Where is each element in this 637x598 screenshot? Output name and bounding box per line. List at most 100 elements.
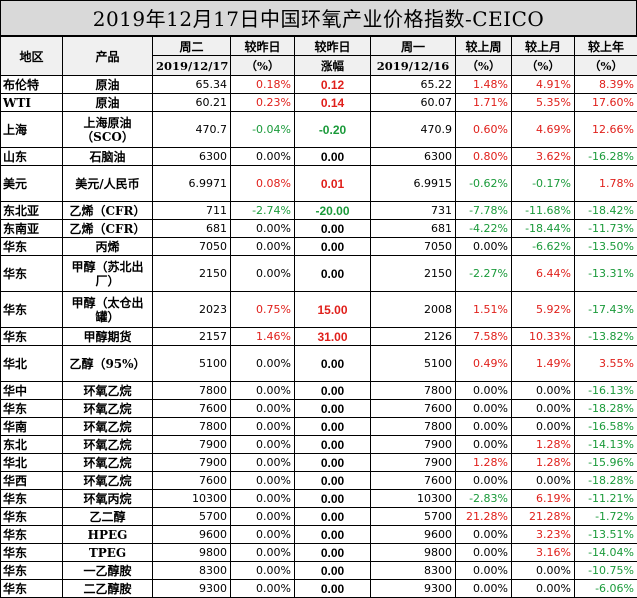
vs-last-year-cell: -13.51%: [575, 526, 637, 544]
header-mon: 周一: [371, 37, 456, 56]
header-vs-last-week-unit: （%）: [456, 56, 512, 76]
vs-last-month-cell: 0.00%: [512, 562, 575, 580]
vs-last-month-cell: 21.28%: [512, 508, 575, 526]
vs-last-week-cell: -7.78%: [456, 202, 512, 220]
product-cell: 环氧乙烷: [63, 400, 153, 418]
vs-last-week-cell: 0.00%: [456, 544, 512, 562]
vs-yesterday-pct-cell: 0.00%: [231, 436, 295, 454]
region-cell: 华东: [1, 526, 63, 544]
vs-yesterday-pct-cell: 0.00%: [231, 256, 295, 292]
tue-price-cell: 6300: [153, 148, 231, 166]
region-cell: 华北: [1, 346, 63, 382]
vs-yesterday-pct-cell: 0.08%: [231, 166, 295, 202]
vs-yesterday-pct-cell: 0.00%: [231, 418, 295, 436]
vs-last-week-cell: 1.71%: [456, 94, 512, 112]
vs-last-month-cell: 3.23%: [512, 526, 575, 544]
vs-last-week-cell: 7.58%: [456, 328, 512, 346]
product-cell: 原油: [63, 94, 153, 112]
vs-yesterday-pct-cell: 0.18%: [231, 76, 295, 94]
tue-price-cell: 2023: [153, 292, 231, 328]
vs-last-month-cell: 0.00%: [512, 382, 575, 400]
vs-last-year-cell: -14.04%: [575, 544, 637, 562]
region-cell: 华东: [1, 562, 63, 580]
mon-price-cell: 7600: [371, 472, 456, 490]
vs-last-week-cell: 0.00%: [456, 436, 512, 454]
vs-last-month-cell: 6.44%: [512, 256, 575, 292]
header-vs-yesterday: 较昨日: [231, 37, 295, 56]
product-cell: 原油: [63, 76, 153, 94]
vs-yesterday-pct-cell: 0.00%: [231, 238, 295, 256]
vs-last-week-cell: 21.28%: [456, 508, 512, 526]
region-cell: 华东: [1, 400, 63, 418]
mon-price-cell: 5700: [371, 508, 456, 526]
header-change: 涨幅: [295, 56, 371, 76]
header-region: 地区: [1, 37, 63, 76]
tue-price-cell: 9800: [153, 544, 231, 562]
product-cell: HPEG: [63, 526, 153, 544]
mon-price-cell: 7050: [371, 238, 456, 256]
region-cell: 华东: [1, 238, 63, 256]
change-cell: 0.00: [295, 220, 371, 238]
mon-price-cell: 7800: [371, 382, 456, 400]
vs-last-week-cell: 0.00%: [456, 526, 512, 544]
mon-price-cell: 9300: [371, 580, 456, 598]
change-cell: 0.00: [295, 148, 371, 166]
tue-price-cell: 470.7: [153, 112, 231, 148]
vs-last-year-cell: -16.28%: [575, 148, 637, 166]
vs-yesterday-pct-cell: -0.04%: [231, 112, 295, 148]
product-cell: 甲醇（太仓出罐）: [63, 292, 153, 328]
change-cell: 0.00: [295, 418, 371, 436]
product-cell: 环氧乙烷: [63, 418, 153, 436]
vs-last-week-cell: 0.00%: [456, 472, 512, 490]
vs-last-year-cell: 12.66%: [575, 112, 637, 148]
header-vs-last-month-unit: （%）: [512, 56, 575, 76]
product-cell: 乙二醇: [63, 508, 153, 526]
vs-last-year-cell: 8.39%: [575, 76, 637, 94]
product-cell: 环氧丙烷: [63, 490, 153, 508]
change-cell: 0.00: [295, 400, 371, 418]
product-cell: 美元/人民币: [63, 166, 153, 202]
vs-last-week-cell: 0.00%: [456, 238, 512, 256]
tue-price-cell: 65.34: [153, 76, 231, 94]
product-cell: TPEG: [63, 544, 153, 562]
tue-price-cell: 7800: [153, 382, 231, 400]
change-cell: 0.00: [295, 526, 371, 544]
mon-price-cell: 9800: [371, 544, 456, 562]
region-cell: 华南: [1, 418, 63, 436]
header-tue-date: 2019/12/17: [153, 56, 231, 76]
vs-last-year-cell: -18.28%: [575, 472, 637, 490]
vs-last-week-cell: 0.00%: [456, 400, 512, 418]
vs-last-month-cell: -18.44%: [512, 220, 575, 238]
tue-price-cell: 7900: [153, 436, 231, 454]
vs-yesterday-pct-cell: -2.74%: [231, 202, 295, 220]
tue-price-cell: 7050: [153, 238, 231, 256]
product-cell: 环氧乙烷: [63, 472, 153, 490]
vs-yesterday-pct-cell: 0.00%: [231, 490, 295, 508]
vs-last-month-cell: 3.16%: [512, 544, 575, 562]
product-cell: 甲醇期货: [63, 328, 153, 346]
vs-last-month-cell: 0.00%: [512, 580, 575, 598]
vs-yesterday-pct-cell: 0.00%: [231, 220, 295, 238]
vs-last-year-cell: 3.55%: [575, 346, 637, 382]
product-cell: 乙烯（CFR）: [63, 220, 153, 238]
vs-yesterday-pct-cell: 0.00%: [231, 544, 295, 562]
change-cell: 0.00: [295, 238, 371, 256]
vs-last-week-cell: 0.60%: [456, 112, 512, 148]
tue-price-cell: 2150: [153, 256, 231, 292]
header-product: 产品: [63, 37, 153, 76]
product-cell: 二乙醇胺: [63, 580, 153, 598]
product-cell: 一乙醇胺: [63, 562, 153, 580]
vs-last-month-cell: 10.33%: [512, 328, 575, 346]
header-vs-yesterday-unit: （%）: [231, 56, 295, 76]
